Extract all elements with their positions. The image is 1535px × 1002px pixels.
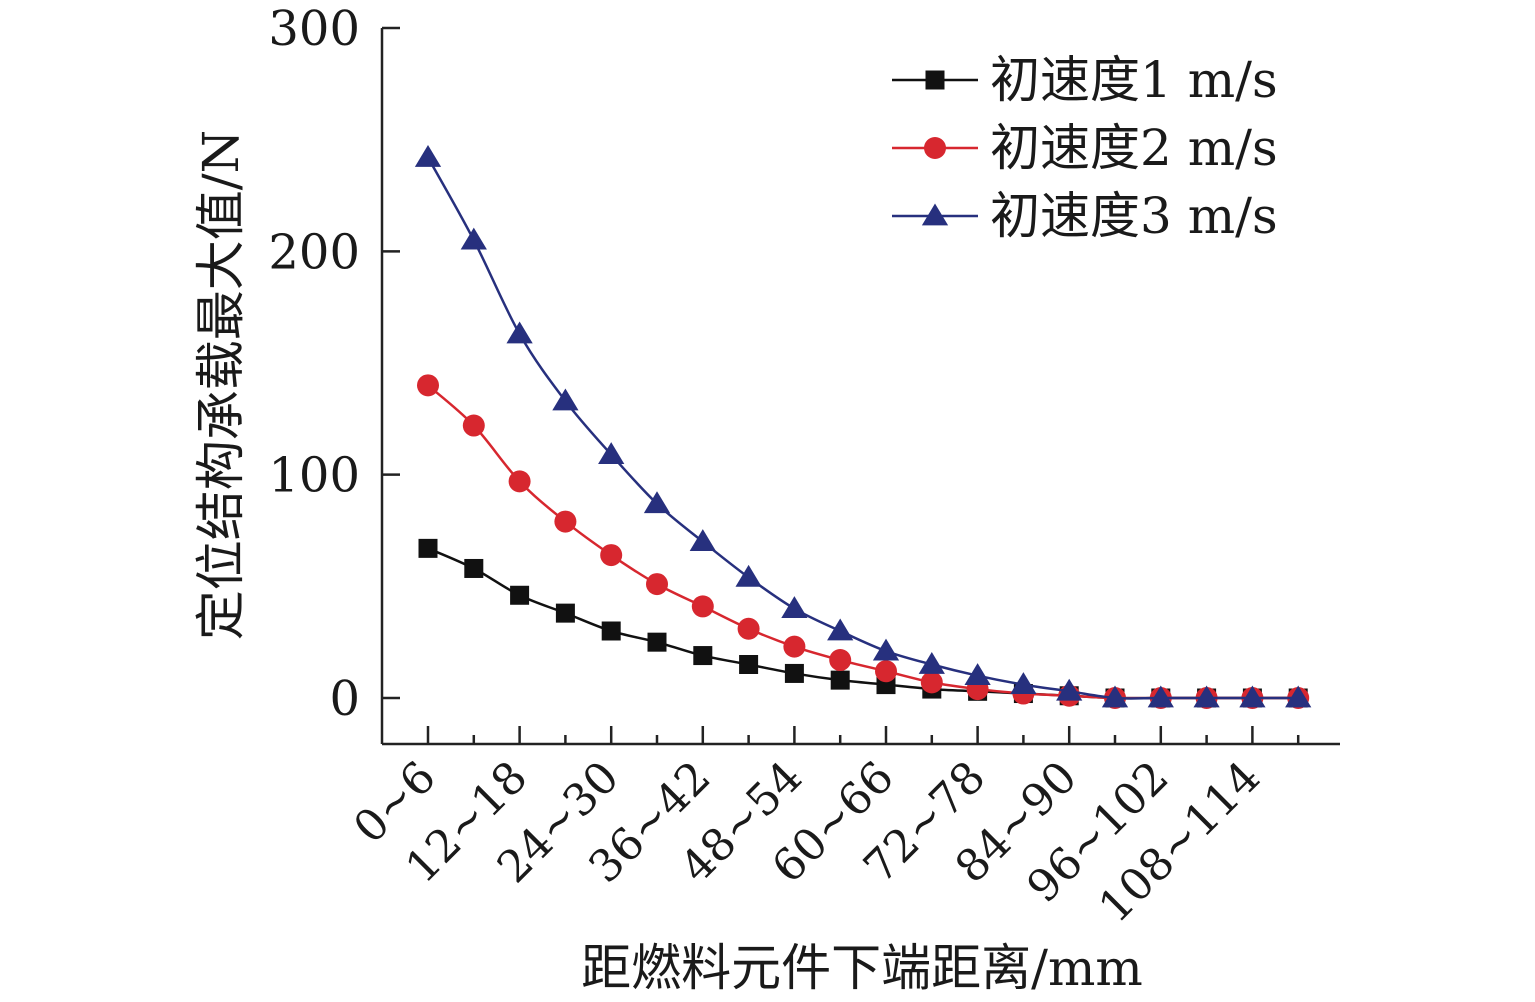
data-point-circle <box>646 573 668 596</box>
legend-label: 初速度1 m/s <box>990 51 1278 109</box>
data-point-square <box>647 632 667 652</box>
x-ticks: 0~612~1824~3036~4248~5460~6672~7884~9096… <box>344 726 1300 933</box>
y-tick-label: 300 <box>268 1 360 57</box>
data-point-triangle <box>964 663 991 686</box>
data-point-square <box>693 646 713 666</box>
data-point-square <box>830 670 850 690</box>
data-point-circle <box>829 649 852 672</box>
data-point-triangle <box>1285 685 1312 708</box>
data-point-square <box>464 558 484 578</box>
y-axis-label: 定位结构承载最大值/N <box>192 130 250 641</box>
legend: 初速度1 m/s 初速度2 m/s 初速度3 m/s <box>892 51 1278 245</box>
data-point-triangle <box>921 203 949 226</box>
data-point-triangle <box>598 442 625 464</box>
data-point-square <box>739 655 759 674</box>
data-point-triangle <box>735 564 762 587</box>
data-point-circle <box>600 544 623 567</box>
data-point-square <box>601 621 621 641</box>
y-tick-label: 100 <box>268 448 360 504</box>
data-point-square <box>510 585 530 605</box>
data-point-square <box>925 70 945 90</box>
data-point-square <box>418 538 438 558</box>
data-point-triangle <box>1239 685 1266 708</box>
legend-label: 初速度2 m/s <box>990 119 1278 177</box>
y-tick-label: 200 <box>268 224 360 280</box>
data-point-triangle <box>1147 685 1174 708</box>
data-point-circle <box>417 374 439 397</box>
data-point-circle <box>554 510 577 533</box>
legend-item: 初速度2 m/s <box>892 119 1278 177</box>
data-point-triangle <box>460 227 487 250</box>
data-point-triangle <box>827 618 854 641</box>
legend-item: 初速度1 m/s <box>892 51 1278 109</box>
data-point-triangle <box>643 491 671 514</box>
data-point-triangle <box>781 596 808 619</box>
axes-layer <box>380 28 1340 746</box>
series-3 <box>414 145 1312 708</box>
series-1 <box>418 538 1308 708</box>
series-layer <box>414 145 1312 709</box>
series-line <box>427 384 1299 700</box>
data-point-circle <box>875 660 897 683</box>
data-point-triangle <box>506 321 533 344</box>
data-point-circle <box>783 635 806 658</box>
data-point-triangle <box>1010 672 1037 694</box>
data-point-square <box>555 603 575 623</box>
y-ticks: 0 100 200 300 <box>268 1 400 727</box>
data-point-circle <box>920 671 943 694</box>
data-point-circle <box>691 595 714 618</box>
data-point-triangle <box>918 652 945 674</box>
data-point-circle <box>462 414 485 437</box>
data-point-triangle <box>872 638 900 661</box>
data-point-circle <box>737 617 760 640</box>
data-point-triangle <box>1056 678 1083 701</box>
data-point-triangle <box>552 388 579 411</box>
data-point-triangle <box>1101 685 1129 708</box>
legend-item: 初速度3 m/s <box>892 187 1278 245</box>
legend-label: 初速度3 m/s <box>990 187 1278 245</box>
data-point-circle <box>924 137 946 159</box>
series-2 <box>417 374 1310 709</box>
data-point-triangle <box>689 529 716 552</box>
data-point-triangle <box>1193 685 1220 708</box>
data-point-triangle <box>414 145 442 167</box>
y-tick-label: 0 <box>329 671 360 727</box>
data-point-square <box>784 663 804 683</box>
x-axis-label: 距燃料元件下端距离/mm <box>581 939 1143 997</box>
series-line <box>427 547 1299 700</box>
data-point-circle <box>508 470 531 493</box>
